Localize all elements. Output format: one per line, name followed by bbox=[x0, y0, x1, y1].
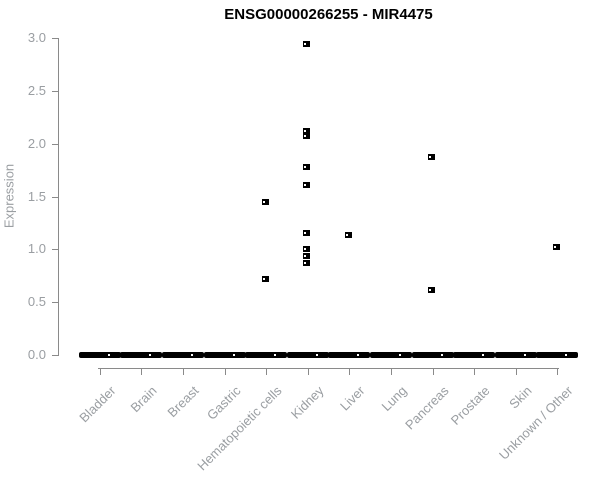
y-tick-label: 2.5 bbox=[27, 83, 46, 99]
y-tick bbox=[52, 196, 58, 198]
y-tick-label: 1.0 bbox=[27, 241, 46, 257]
zero-expression-cluster bbox=[369, 352, 412, 358]
zero-expression-cluster bbox=[203, 352, 246, 358]
zero-expression-cluster bbox=[161, 352, 204, 358]
data-point bbox=[261, 198, 269, 205]
x-tick bbox=[474, 368, 476, 375]
data-point bbox=[303, 182, 311, 189]
x-tick bbox=[224, 368, 226, 375]
x-tick bbox=[515, 368, 517, 375]
zero-expression-cluster bbox=[120, 352, 163, 358]
y-tick bbox=[52, 302, 58, 304]
data-point bbox=[261, 275, 269, 282]
y-tick-label: 2.0 bbox=[27, 135, 46, 151]
data-point bbox=[303, 252, 311, 259]
y-tick-label: 1.5 bbox=[27, 188, 46, 204]
data-point bbox=[428, 286, 435, 293]
x-tick bbox=[349, 368, 351, 375]
y-axis-label: Expression bbox=[1, 163, 17, 229]
y-tick-label: 3.0 bbox=[27, 30, 46, 46]
chart-title: ENSG00000266255 - MIR4475 bbox=[224, 6, 433, 23]
data-point bbox=[303, 260, 311, 267]
zero-expression-cluster bbox=[453, 352, 496, 358]
zero-expression-cluster bbox=[78, 352, 121, 358]
x-tick bbox=[432, 368, 434, 375]
zero-expression-cluster bbox=[245, 352, 288, 358]
data-point bbox=[303, 229, 311, 236]
x-tick bbox=[266, 368, 268, 375]
y-tick bbox=[52, 143, 58, 145]
y-tick bbox=[52, 249, 58, 251]
x-tick bbox=[390, 368, 392, 375]
data-point bbox=[303, 164, 311, 171]
data-point bbox=[303, 246, 311, 253]
zero-expression-cluster bbox=[411, 352, 454, 358]
y-axis-line bbox=[58, 38, 59, 356]
x-tick bbox=[557, 368, 559, 375]
data-point bbox=[428, 153, 435, 160]
data-point bbox=[344, 231, 352, 238]
x-axis-line bbox=[98, 368, 559, 369]
zero-expression-cluster bbox=[286, 352, 329, 358]
y-tick bbox=[52, 38, 58, 40]
y-tick bbox=[52, 355, 58, 356]
zero-expression-cluster bbox=[536, 352, 579, 358]
y-tick bbox=[52, 91, 58, 93]
x-tick bbox=[99, 368, 101, 375]
zero-expression-cluster bbox=[494, 352, 537, 358]
data-point bbox=[303, 128, 311, 135]
data-point bbox=[303, 133, 311, 140]
y-tick-label: 0.0 bbox=[27, 347, 46, 362]
x-tick bbox=[307, 368, 309, 375]
data-point bbox=[303, 40, 311, 47]
y-tick-label: 0.5 bbox=[27, 294, 46, 310]
data-point bbox=[552, 244, 560, 251]
x-tick bbox=[141, 368, 143, 375]
x-tick bbox=[182, 368, 184, 375]
zero-expression-cluster bbox=[328, 352, 371, 358]
